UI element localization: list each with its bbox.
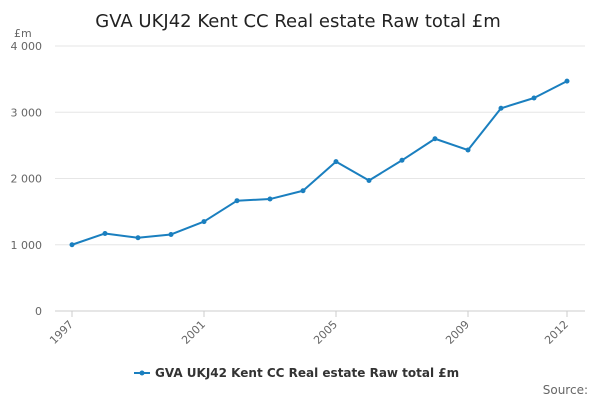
y-axis-ticks: 0 1 000 2 000 3 000 4 000 (11, 40, 43, 318)
series-group (69, 78, 570, 248)
chart-title: GVA UKJ42 Kent CC Real estate Raw total … (95, 11, 500, 32)
data-point (531, 95, 537, 101)
x-tick-label: 1997 (47, 318, 76, 347)
data-point (432, 136, 438, 142)
data-point (234, 198, 240, 204)
data-point (300, 188, 306, 194)
data-point (564, 78, 570, 84)
data-point (135, 235, 141, 241)
legend-label: GVA UKJ42 Kent CC Real estate Raw total … (155, 366, 459, 380)
y-tick-label: 1 000 (11, 239, 43, 252)
y-axis-unit-label: £m (14, 27, 32, 40)
data-point (465, 147, 471, 153)
data-point (201, 219, 207, 225)
y-tick-label: 2 000 (11, 173, 43, 186)
data-point (399, 157, 405, 163)
x-axis: 1997 2001 2005 2009 2012 (47, 310, 585, 347)
legend[interactable]: GVA UKJ42 Kent CC Real estate Raw total … (134, 366, 459, 380)
data-point (102, 230, 108, 236)
data-point (168, 231, 174, 237)
source-label[interactable]: Source: (543, 383, 588, 397)
series-line (71, 80, 568, 246)
x-tick-label: 2009 (443, 318, 472, 347)
x-tick-label: 2005 (311, 318, 340, 347)
y-tick-label: 4 000 (11, 40, 43, 53)
data-point (69, 242, 75, 248)
y-tick-label: 0 (35, 305, 42, 318)
x-tick-label: 2012 (542, 318, 571, 347)
legend-marker-icon (139, 370, 145, 376)
y-tick-label: 3 000 (11, 106, 43, 119)
data-point (366, 177, 372, 183)
data-point (333, 159, 339, 165)
data-point (267, 196, 273, 202)
grid-lines (55, 45, 585, 246)
x-tick-label: 2001 (179, 318, 208, 347)
data-point (498, 105, 504, 111)
